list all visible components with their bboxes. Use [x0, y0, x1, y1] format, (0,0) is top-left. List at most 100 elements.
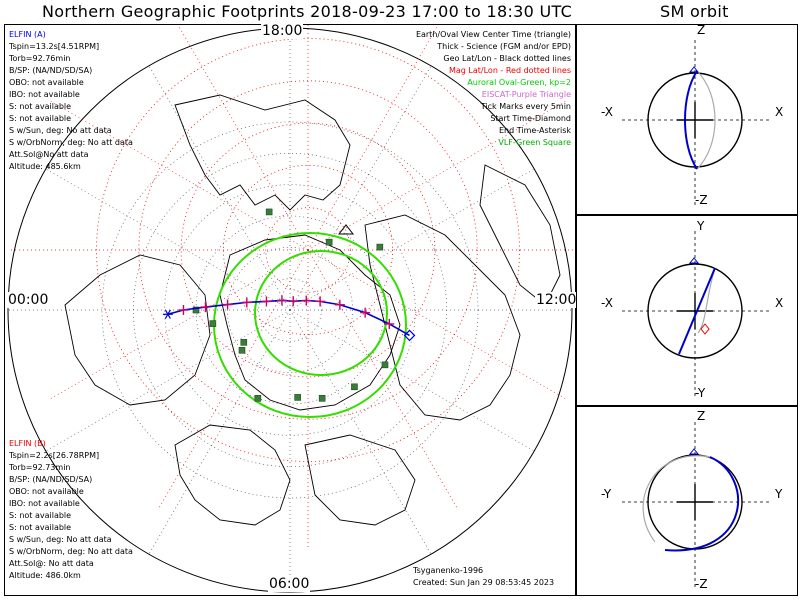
orbit-yz-plot: [622, 422, 772, 587]
elfin-a-line: B/SP: (NA/ND/SD/SA): [9, 66, 93, 75]
view-center-triangle: [337, 224, 355, 235]
axis-label-right: Y: [775, 487, 783, 501]
elfin-a-info: ELFIN (A) Tspin=13.2s[4.51RPM] Torb=92.7…: [9, 29, 133, 173]
legend-item: Mag Lat/Lon - Red dotted lines: [448, 66, 571, 75]
vlf-station-square: [294, 394, 301, 401]
legend-item: Earth/Oval View Center Time (triangle): [415, 30, 571, 39]
orbit-path-projected: [697, 267, 716, 334]
orbit-path: [678, 267, 716, 355]
geo-lon-line: [289, 309, 535, 452]
geo-lat-circle: [164, 184, 416, 436]
orbit-xz-plot: [622, 40, 772, 205]
geo-lon-line: [289, 65, 432, 311]
vlf-station-square: [325, 238, 333, 246]
elfin-b-line: Altitude: 486.0km: [9, 571, 81, 580]
orbit-path-projected: [696, 70, 716, 170]
coastline: [174, 94, 351, 211]
orbit-path: [664, 456, 740, 552]
vlf-station-square: [351, 383, 358, 391]
mag-lat-circle: [265, 207, 351, 293]
map-legend: Earth/Oval View Center Time (triangle) T…: [416, 29, 571, 149]
mag-lon-line: [177, 25, 309, 251]
sm-orbit-yz-panel: Z -Z -Y Y: [576, 406, 798, 596]
vlf-station-square: [318, 395, 326, 402]
coastline: [64, 254, 211, 406]
vlf-station-square: [254, 395, 262, 402]
satellite-track: [167, 299, 410, 337]
orbit-start-triangle: [688, 448, 700, 455]
elfin-a-line: Att.Sol@No att data: [9, 150, 89, 159]
footprint-map-panel: 18:00 00:00 12:00 06:00 ELFIN (A) Tspin=…: [4, 23, 578, 596]
axis-label-left: -X: [601, 105, 613, 119]
axis-label-right: X: [775, 296, 784, 310]
track-end-asterisk: [164, 309, 171, 319]
axis-label-right: X: [775, 105, 784, 119]
orbit-xy-plot: [622, 231, 772, 396]
hour-label-left: 00:00: [7, 292, 50, 308]
auroral-oval-outer: [213, 232, 407, 418]
coastline: [479, 164, 561, 306]
elfin-b-line: Torb=92.73min: [9, 463, 71, 472]
geo-lon-line: [148, 65, 291, 311]
axis-label-bottom: -Y: [695, 386, 706, 400]
elfin-a-line: S w/Sun, deg: No att data: [9, 126, 112, 135]
orbit-start-triangle: [688, 66, 700, 73]
elfin-a-line: OBO: not available: [9, 78, 84, 87]
orbit-start-triangle: [688, 257, 700, 264]
axis-label-bottom: -Z: [695, 193, 708, 207]
axis-label-left: -Y: [601, 487, 612, 501]
geo-lon-line: [45, 309, 291, 452]
auroral-oval-inner: [254, 250, 388, 376]
geo-lat-circle: [226, 246, 354, 374]
geo-lon-line: [148, 309, 291, 555]
sm-orbit-title: SM orbit: [660, 2, 729, 21]
geo-lon-line: [289, 168, 535, 311]
vlf-station-square: [192, 306, 200, 314]
coastline: [364, 214, 521, 421]
elfin-b-info: ELFIN (B) Tspin=2.2s[26.78RPM] Torb=92.7…: [9, 438, 133, 582]
created-timestamp: Created: Sun Jan 29 08:53:45 2023: [413, 578, 555, 587]
hour-label-top: 18:00: [261, 23, 304, 39]
geo-lon-line: [289, 309, 432, 555]
sm-orbit-xz-panel: Z -Z -X X: [576, 23, 798, 215]
orbit-path: [684, 70, 698, 170]
legend-item: Geo Lat/Lon - Black dotted lines: [443, 54, 571, 63]
polar-map: [7, 25, 575, 593]
elfin-b-line: IBO: not available: [9, 499, 80, 508]
elfin-b-line: S: not available: [9, 523, 72, 532]
axis-label-top: Y: [697, 219, 705, 233]
elfin-b-line: S: not available: [9, 511, 72, 520]
elfin-a-line: Altitude: 485.6km: [9, 162, 81, 171]
mag-lon-line: [48, 249, 309, 401]
hour-label-bottom: 06:00: [268, 576, 311, 592]
axis-label-left: -X: [601, 296, 613, 310]
elfin-a-line: Torb=92.76min: [9, 54, 71, 63]
axis-label-top: Z: [697, 409, 706, 423]
orbit-marker-diamond: [700, 323, 710, 335]
coastline: [174, 424, 291, 526]
elfin-b-line: Att.Sol@: No att data: [9, 559, 94, 568]
legend-item: Thick - Science (FGM and/or EPD): [437, 42, 571, 51]
geo-lon-line: [45, 168, 291, 311]
legend-item: End Time-Asterisk: [498, 126, 571, 135]
orbit-path-projected: [642, 455, 711, 543]
elfin-b-line: S w/Sun, deg: No att data: [9, 535, 112, 544]
geo-lat-circle: [195, 215, 385, 405]
sm-orbit-xy-panel: Y -Y -X X: [576, 215, 798, 406]
earth-circle: [647, 263, 743, 359]
mag-lat-circle: [138, 80, 478, 420]
legend-item: Tick Marks every 5min: [480, 102, 571, 111]
coastline: [304, 434, 416, 526]
elfin-b-line: OBO: not available: [9, 487, 84, 496]
elfin-b-line: B/SP: (NA/ND/SD/SA): [9, 475, 93, 484]
legend-item: VLF-Green Square: [498, 138, 571, 147]
elfin-b-line: Tspin=2.2s[26.78RPM]: [9, 451, 100, 460]
vlf-station-square: [265, 208, 273, 216]
vlf-station-square: [238, 346, 246, 354]
legend-item: EISCAT-Purple Triangle: [481, 90, 571, 99]
vlf-station-square: [240, 339, 248, 346]
main-title: Northern Geographic Footprints 2018-09-2…: [42, 2, 573, 21]
vlf-station-square: [376, 243, 384, 251]
hour-label-right: 12:00: [535, 292, 578, 308]
axis-label-bottom: -Z: [695, 577, 708, 591]
